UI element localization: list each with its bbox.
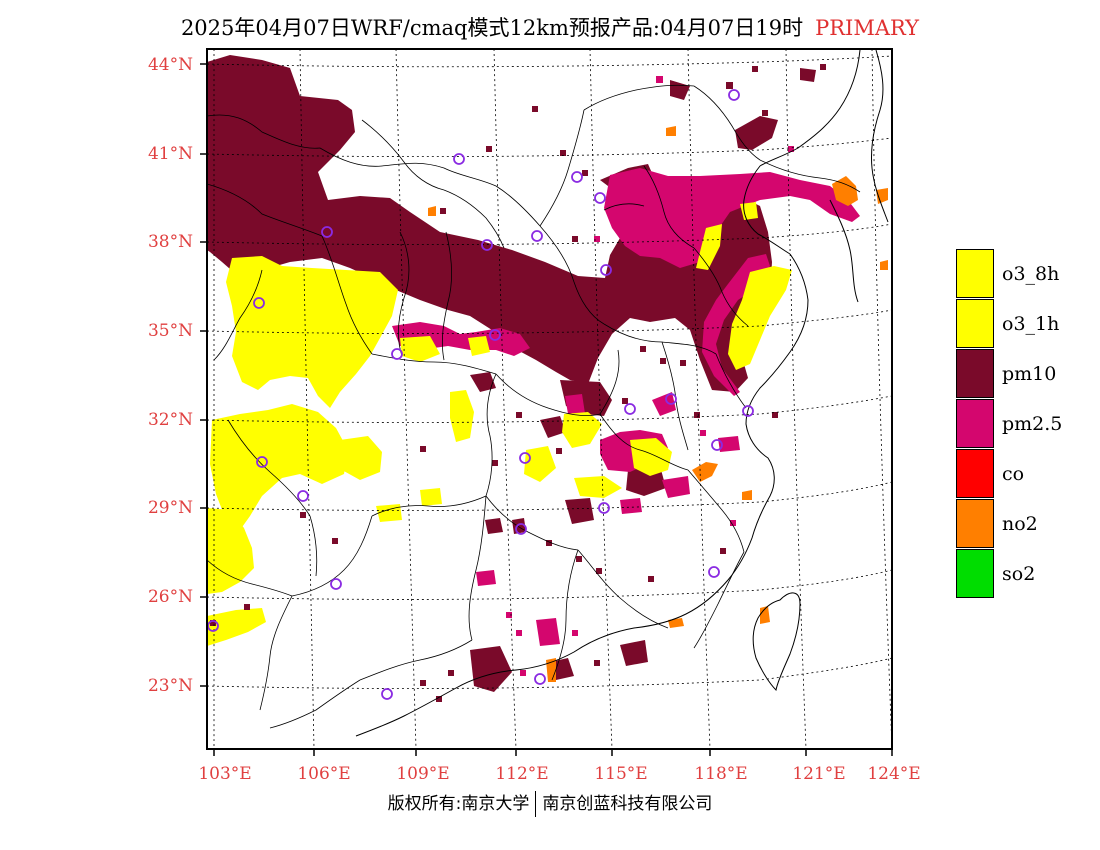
lat-label-26: 26°N [147,587,193,607]
legend-swatch [956,249,994,298]
tick-marks [200,63,893,756]
copyright-left: 版权所有:南京大学 [387,794,530,814]
lat-label-32: 32°N [147,410,193,430]
lon-label-115: 115°E [594,764,648,784]
legend-label: so2 [1002,563,1036,585]
lat-label-44: 44°N [147,55,193,75]
lat-label-35: 35°N [147,321,193,341]
legend-item-o3-1h: o3_1h [956,299,1096,349]
copyright-footer: 版权所有:南京大学 南京创蓝科技有限公司 [0,789,1100,817]
o3-layer [207,202,792,646]
footer-separator [535,791,537,817]
graticule [207,49,892,749]
legend: o3_8h o3_1h pm10 pm2.5 co no2 so2 [956,249,1096,599]
no2-layer [428,126,888,682]
lon-label-106: 106°E [297,764,351,784]
legend-label: o3_8h [1002,263,1060,285]
scattered-cells [210,64,826,702]
lon-label-112: 112°E [495,764,549,784]
admin-boundaries [207,84,861,729]
map-frame [206,48,893,750]
copyright-right: 南京创蓝科技有限公司 [542,794,713,814]
legend-label: pm2.5 [1002,413,1063,435]
legend-swatch [956,499,994,548]
legend-swatch [956,349,994,398]
stations [207,89,754,700]
map-title: 2025年04月07日WRF/cmaq模式12km预报产品:04月07日19时 P… [0,12,1100,42]
lon-label-103: 103°E [198,764,252,784]
legend-label: co [1002,463,1025,485]
legend-item-no2: no2 [956,499,1096,549]
legend-item-so2: so2 [956,549,1096,599]
legend-item-o3-8h: o3_8h [956,249,1096,299]
legend-swatch [956,399,994,448]
lat-label-29: 29°N [147,498,193,518]
legend-swatch [956,549,994,598]
legend-item-pm25: pm2.5 [956,399,1096,449]
lat-label-41: 41°N [147,144,193,164]
legend-swatch [956,299,994,348]
lon-label-109: 109°E [396,764,450,784]
title-text: 2025年04月07日WRF/cmaq模式12km预报产品:04月07日19时 [180,16,804,40]
legend-item-co: co [956,449,1096,499]
coastline [355,49,889,737]
lat-label-38: 38°N [147,232,193,252]
lon-label-118: 118°E [694,764,748,784]
lon-label-121: 121°E [792,764,846,784]
lon-label-124: 124°E [867,764,921,784]
legend-item-pm10: pm10 [956,349,1096,399]
primary-tag: PRIMARY [815,16,920,40]
legend-label: o3_1h [1002,313,1060,335]
legend-swatch [956,449,994,498]
legend-label: no2 [1002,513,1038,535]
lat-label-23: 23°N [147,676,193,696]
legend-label: pm10 [1002,363,1057,385]
